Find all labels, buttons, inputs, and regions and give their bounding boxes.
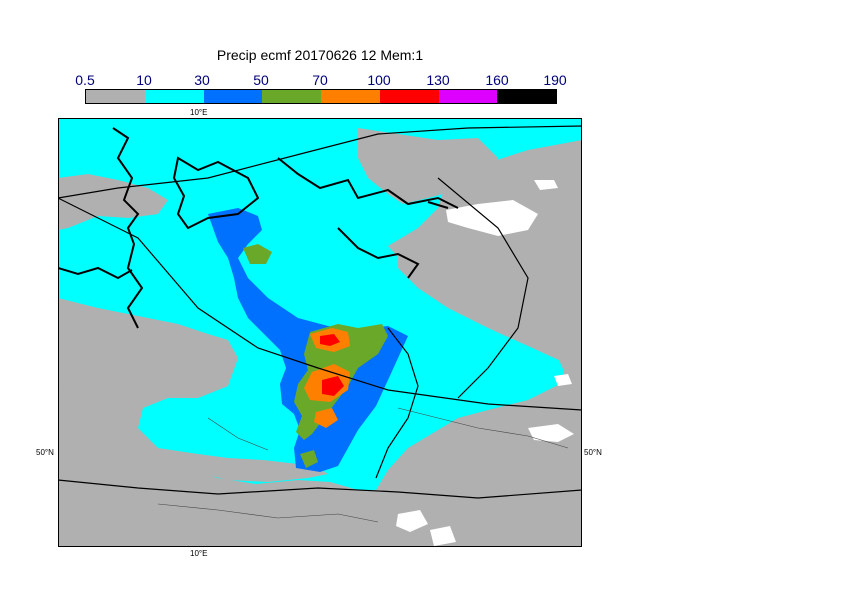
land-gray-left <box>58 298 328 482</box>
no-precip-area <box>446 200 538 236</box>
no-precip-area <box>528 424 574 442</box>
coastline <box>112 127 144 329</box>
lon-label-bottom: 10°E <box>190 549 208 558</box>
coastline <box>58 266 133 280</box>
no-precip-area <box>430 526 456 546</box>
precip-area-50-70 <box>300 450 318 468</box>
lon-label-top: 10°E <box>190 108 208 117</box>
land-gray-north-east <box>358 128 498 204</box>
border-line <box>397 407 569 449</box>
lat-label-left: 50°N <box>36 448 54 457</box>
legend-swatch <box>321 90 380 103</box>
legend-label: 30 <box>194 72 210 88</box>
legend-label: 130 <box>426 72 450 88</box>
map-canvas <box>58 118 582 547</box>
legend-swatch <box>86 90 145 103</box>
legend-label: 70 <box>312 72 328 88</box>
border-line <box>58 125 582 199</box>
coastline <box>337 227 420 279</box>
country-borders <box>58 125 582 499</box>
no-precip-area <box>534 180 558 190</box>
legend-color-bar <box>85 89 557 104</box>
legend-label: 50 <box>253 72 269 88</box>
coastline <box>427 201 449 209</box>
border-line <box>157 503 379 523</box>
border-line <box>375 327 419 479</box>
precip-area-70-100 <box>314 408 338 428</box>
legend-label: 0.5 <box>75 72 95 88</box>
legend-label: 160 <box>485 72 509 88</box>
border-line <box>58 197 582 411</box>
legend-label: 10 <box>136 72 152 88</box>
legend-swatch <box>262 90 321 103</box>
legend-swatch <box>497 90 556 103</box>
precip-area-100-130 <box>320 334 340 346</box>
precip-map <box>58 118 582 547</box>
legend-labels: 0.5 10 30 50 70 100 130 160 190 <box>0 72 842 90</box>
precip-area-100-130 <box>322 376 344 396</box>
legend-swatch <box>144 90 204 103</box>
lat-label-right: 50°N <box>584 448 602 457</box>
no-precip-area <box>396 510 428 532</box>
map-frame <box>58 118 582 547</box>
legend-label: 100 <box>367 72 391 88</box>
land-gray-left-north <box>58 174 168 230</box>
land-gray-east <box>388 158 582 547</box>
border-line <box>207 417 269 451</box>
legend-swatch <box>203 90 263 103</box>
legend-swatch <box>438 90 498 103</box>
coastline <box>277 157 459 209</box>
legend-label: 190 <box>543 72 567 88</box>
border-line <box>437 177 529 399</box>
coastlines <box>58 127 459 329</box>
coastline <box>172 156 260 230</box>
thin-borders <box>157 407 569 523</box>
precip-area-50-70 <box>243 244 272 264</box>
legend-swatch <box>379 90 439 103</box>
no-precip-area <box>554 374 572 386</box>
chart-title: Precip ecmf 20170626 12 Mem:1 <box>216 47 424 63</box>
border-line <box>58 479 582 499</box>
